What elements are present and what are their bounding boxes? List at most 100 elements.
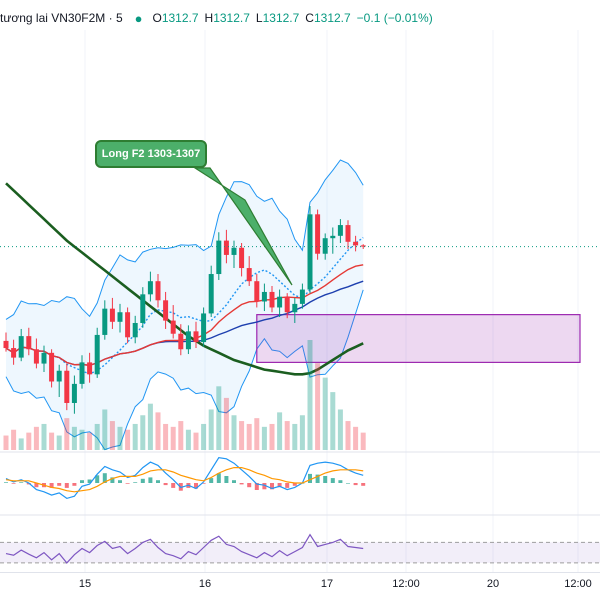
candle-body xyxy=(322,238,328,254)
long-zone-rectangle[interactable] xyxy=(256,314,581,363)
macd-histogram-bar xyxy=(254,483,259,490)
volume-bar xyxy=(26,432,32,450)
volume-bar xyxy=(216,386,222,450)
x-tick-label: 12:00 xyxy=(392,578,420,590)
candle-body xyxy=(26,336,32,350)
volume-bar xyxy=(239,421,245,450)
volume-bar xyxy=(269,423,275,450)
macd-line xyxy=(5,457,364,500)
macd-histogram-bar xyxy=(285,483,290,488)
x-tick-label: 12:00 xyxy=(564,578,592,590)
macd-histogram-bar xyxy=(239,483,244,485)
candle-body xyxy=(223,240,229,255)
volume-bar xyxy=(299,415,305,450)
macd-histogram-bar xyxy=(308,473,312,483)
candle-body xyxy=(109,308,115,322)
macd-histogram-bar xyxy=(72,483,77,486)
candle-body xyxy=(246,268,252,282)
volume-bar xyxy=(109,421,115,450)
volume-bar xyxy=(117,426,123,450)
volume-bar xyxy=(292,423,298,450)
annotation-arrow xyxy=(192,167,293,286)
macd-histogram-bar xyxy=(163,483,168,486)
macd-histogram-bar xyxy=(118,480,122,483)
macd-histogram-bar xyxy=(201,483,206,484)
volume-bar xyxy=(193,432,199,450)
candle-body xyxy=(193,331,199,343)
volume-bar xyxy=(284,421,290,450)
candle-body xyxy=(185,331,191,350)
candle-body xyxy=(125,312,131,338)
candle-body xyxy=(345,225,351,242)
candle-body xyxy=(269,291,275,308)
macd-histogram-bar xyxy=(209,478,214,483)
macd-histogram-bar xyxy=(140,478,145,483)
volume-bar xyxy=(163,423,169,450)
symbol-label[interactable]: tương lai VN30F2M · 5 xyxy=(0,11,123,25)
macd-histogram-bar xyxy=(148,477,153,483)
candle-body xyxy=(254,281,260,302)
macd-histogram-bar xyxy=(315,474,320,483)
volume-bar xyxy=(315,363,321,450)
volume-bar xyxy=(64,418,70,450)
macd-histogram-bar xyxy=(338,480,343,483)
macd-histogram-bar xyxy=(353,483,358,486)
candle-body xyxy=(353,241,359,246)
low-value: 1312.7 xyxy=(262,11,300,25)
volume-bar xyxy=(132,423,138,450)
candle-body xyxy=(330,235,336,239)
macd-histogram-bar xyxy=(11,483,16,484)
close-value: 1312.7 xyxy=(313,11,351,25)
candle-body xyxy=(140,294,146,323)
volume-bars xyxy=(3,340,366,450)
x-tick-label: 20 xyxy=(486,578,500,590)
macd-histogram-bar xyxy=(194,483,198,489)
open-value: 1312.7 xyxy=(161,11,199,25)
time-axis[interactable] xyxy=(0,572,600,601)
volume-bar xyxy=(79,429,85,450)
volume-bar xyxy=(277,412,283,450)
candle-body xyxy=(41,352,47,364)
volume-bar xyxy=(353,426,359,450)
candle-body xyxy=(261,291,267,302)
macd-histogram-bar xyxy=(4,482,8,483)
ma-long-line xyxy=(5,182,364,376)
macd-histogram-bar xyxy=(80,480,84,483)
candle-body xyxy=(178,333,184,350)
macd-histogram-bar xyxy=(247,483,252,488)
volume-bar xyxy=(56,435,62,450)
high-key: H xyxy=(204,11,214,25)
candle-body xyxy=(307,214,313,290)
volume-bar xyxy=(49,432,55,450)
macd-histogram-bar xyxy=(34,483,39,488)
candle-body xyxy=(147,281,153,295)
macd-histogram-bar xyxy=(330,478,335,483)
volume-bar xyxy=(360,432,366,450)
candle-body xyxy=(163,300,169,321)
candlesticks xyxy=(3,205,366,414)
candle-body xyxy=(231,247,237,255)
volume-bar xyxy=(254,418,260,450)
macd-histogram-bar xyxy=(292,483,297,486)
candle-body xyxy=(117,312,123,322)
high-value: 1312.7 xyxy=(213,11,250,25)
volume-bar xyxy=(307,340,313,450)
candle-body xyxy=(102,308,108,335)
long-zone-callout[interactable]: Long F2 1303-1307 xyxy=(95,140,207,168)
candle-body xyxy=(71,383,77,403)
bollinger-lower xyxy=(5,289,364,451)
volume-bar xyxy=(185,429,191,450)
candle-body xyxy=(79,362,85,384)
candle-body xyxy=(170,320,176,334)
macd-pane xyxy=(4,457,366,500)
macd-histogram-bar xyxy=(133,482,138,483)
candle-body xyxy=(87,362,93,375)
candle-body xyxy=(201,313,207,343)
volume-bar xyxy=(261,426,267,450)
volume-bar xyxy=(337,409,343,450)
volume-bar xyxy=(87,432,93,450)
candle-body xyxy=(299,289,305,304)
candle-body xyxy=(277,296,283,308)
candle-body xyxy=(3,340,9,349)
